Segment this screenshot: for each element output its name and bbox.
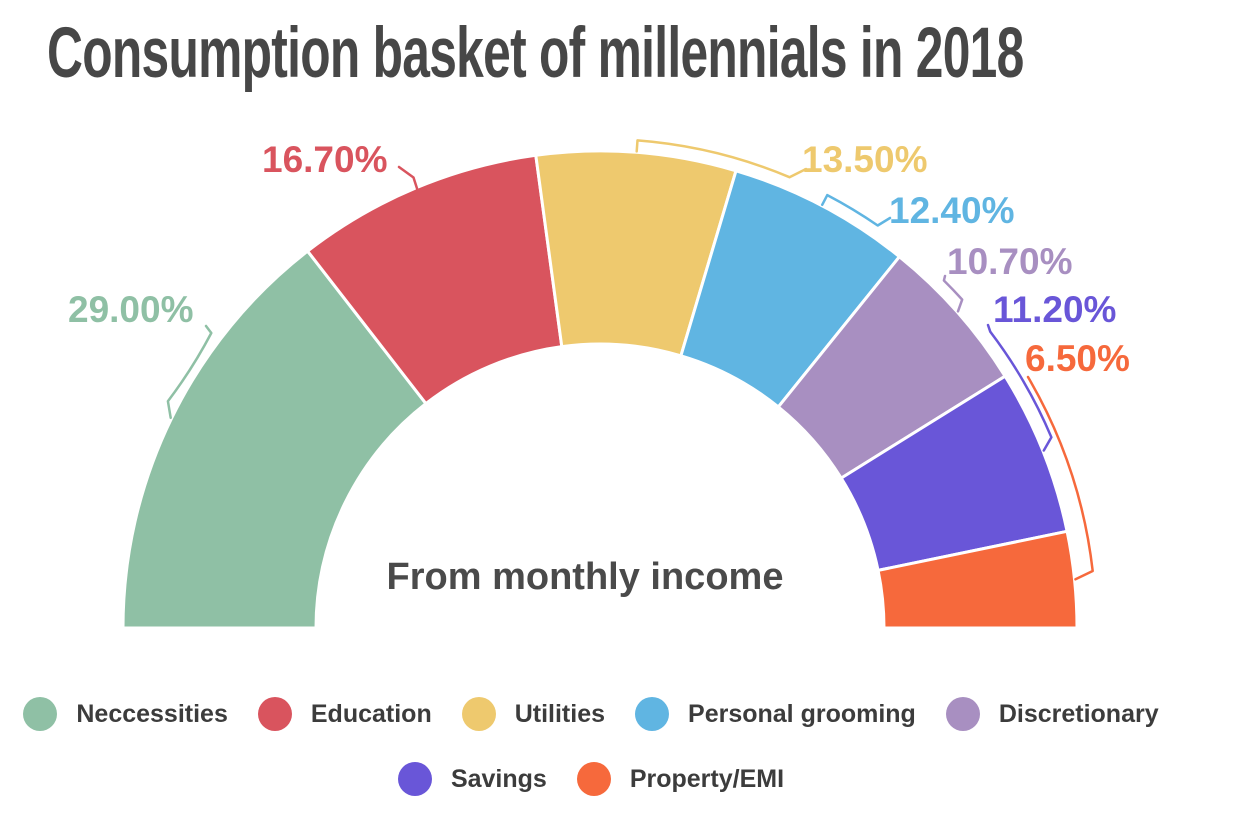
data-label-property-emi: 6.50% bbox=[1025, 338, 1130, 379]
legend-item-personal-grooming[interactable]: Personal grooming bbox=[635, 697, 916, 731]
leader-lines bbox=[166, 139, 1094, 581]
data-label-education: 16.70% bbox=[262, 139, 388, 180]
legend-row-1: Neccessities Education Utilities Personal g… bbox=[0, 697, 1208, 731]
legend-label: Savings bbox=[450, 764, 547, 793]
legend-swatch-property-emi bbox=[576, 762, 611, 796]
leader-line-discretionary bbox=[942, 274, 964, 313]
leader-line-personal-grooming bbox=[820, 193, 892, 227]
data-label-neccessities: 29.00% bbox=[68, 289, 194, 330]
legend-swatch-utilities bbox=[461, 697, 496, 731]
legend-swatch-personal-grooming bbox=[635, 697, 670, 731]
leader-line-property-emi bbox=[1026, 375, 1094, 581]
legend-label: Education bbox=[310, 699, 432, 728]
legend-swatch-education bbox=[257, 697, 292, 731]
segment-neccessities[interactable] bbox=[121, 249, 428, 630]
legend-item-utilities[interactable]: Utilities bbox=[461, 697, 606, 731]
data-label-personal-grooming: 12.40% bbox=[889, 190, 1015, 231]
leader-line-utilities bbox=[635, 139, 808, 179]
legend-item-savings[interactable]: Savings bbox=[397, 762, 547, 796]
data-label-discretionary: 10.70% bbox=[947, 241, 1073, 282]
legend-swatch-neccessities bbox=[23, 697, 58, 731]
legend-item-neccessities[interactable]: Neccessities bbox=[23, 697, 228, 731]
legend-swatch-savings bbox=[397, 762, 432, 796]
leader-line-savings bbox=[986, 323, 1053, 452]
page-title: Consumption basket of millennials in 201… bbox=[47, 14, 1024, 93]
data-labels: 29.00% 16.70% 13.50% 12.40% 10.70% 11.20% 6.50… bbox=[68, 139, 1130, 379]
legend-label: Utilities bbox=[514, 699, 606, 728]
data-label-savings: 11.20% bbox=[993, 289, 1116, 330]
leader-line-neccessities bbox=[166, 324, 213, 420]
leader-line-education bbox=[397, 165, 419, 192]
legend-item-property-emi[interactable]: Property/EMI bbox=[576, 762, 785, 796]
legend-label: Neccessities bbox=[76, 699, 228, 728]
center-label: From monthly income bbox=[387, 556, 784, 598]
legend-swatch-discretionary bbox=[945, 697, 980, 731]
data-label-utilities: 13.50% bbox=[802, 139, 928, 180]
legend-item-education[interactable]: Education bbox=[257, 697, 432, 731]
legend-label: Property/EMI bbox=[629, 764, 785, 793]
legend-label: Personal grooming bbox=[688, 699, 916, 728]
legend-item-discretionary[interactable]: Discretionary bbox=[945, 697, 1159, 731]
legend-label: Discretionary bbox=[998, 699, 1159, 728]
legend-row-2: Savings Property/EMI bbox=[0, 762, 1208, 796]
segment-property-emi[interactable] bbox=[876, 529, 1079, 630]
donut-segments bbox=[121, 149, 1079, 630]
